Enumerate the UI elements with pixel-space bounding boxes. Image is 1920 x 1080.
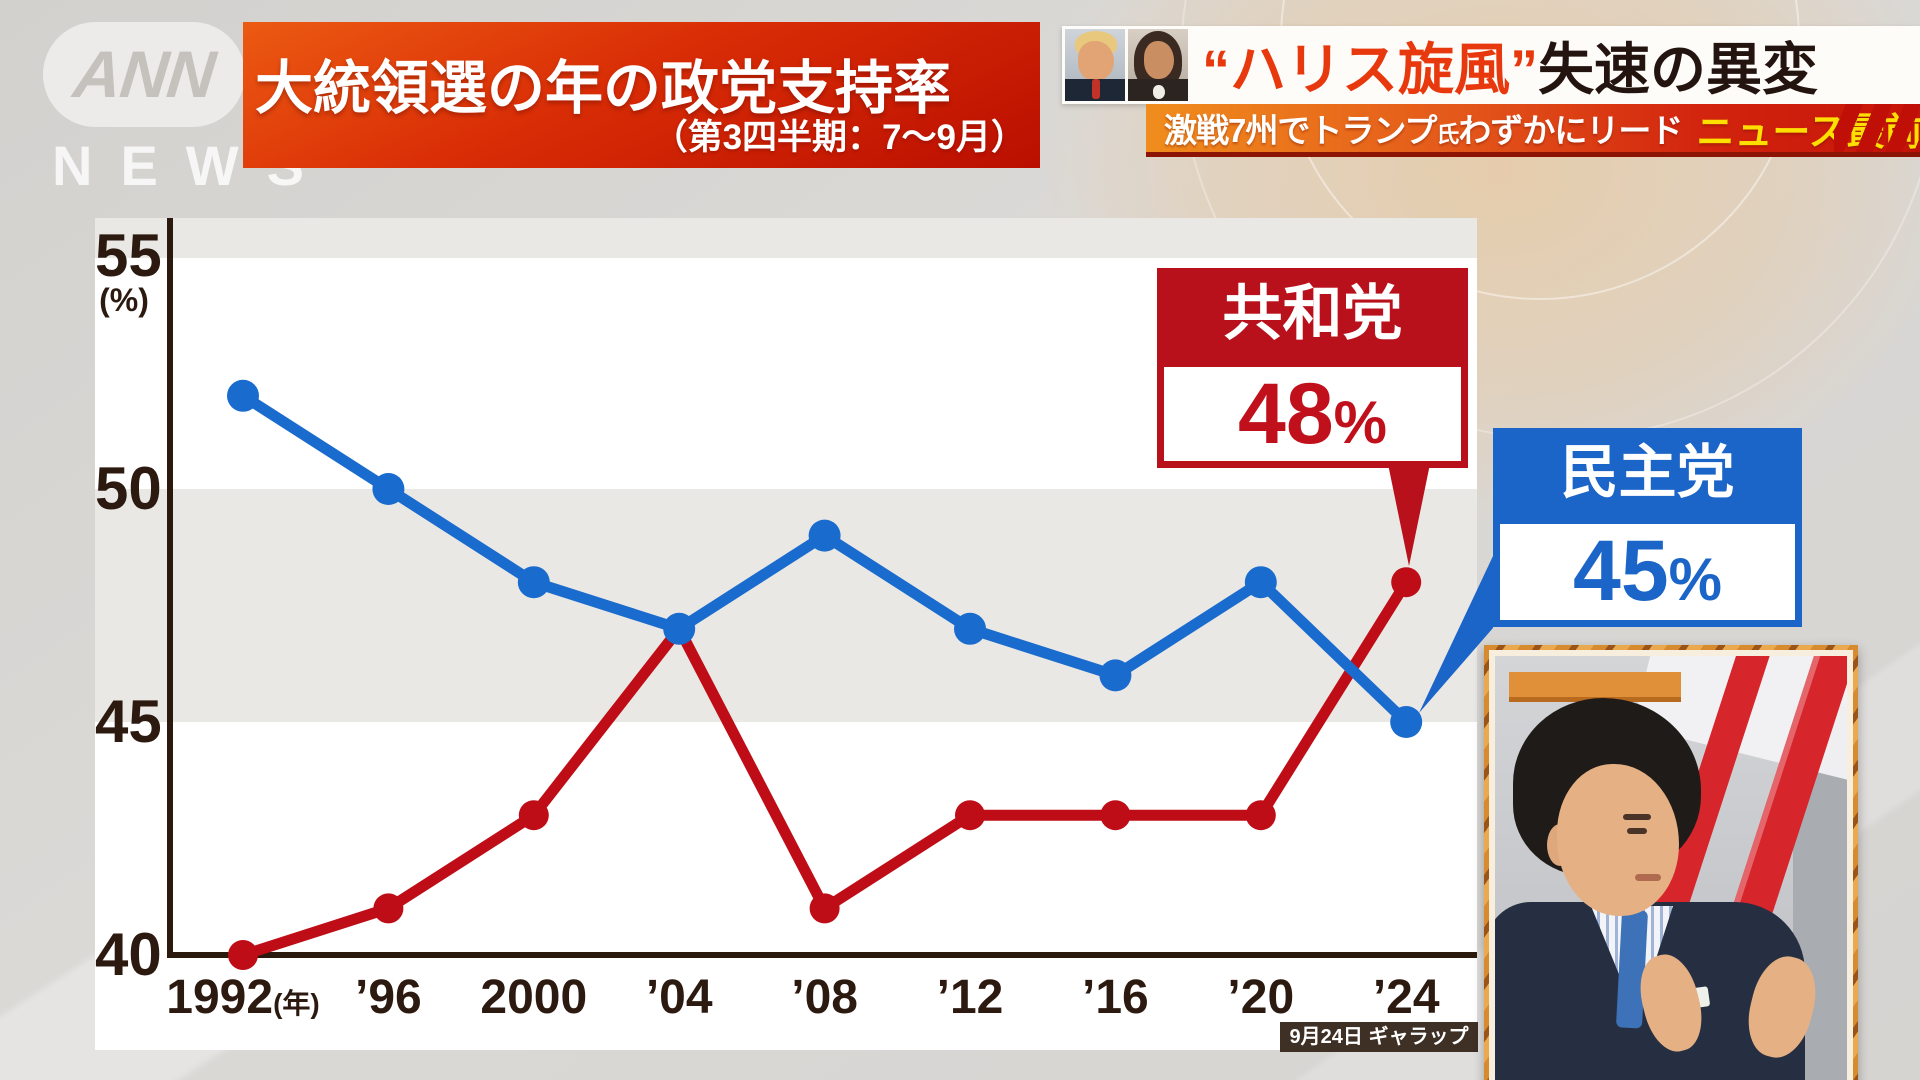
headline-banner: “ハリス旋風”失速の異変 <box>1062 26 1920 104</box>
y-tick-label: 50 <box>95 455 162 522</box>
x-tick-label: ’08 <box>791 971 858 1024</box>
x-tick-label: ’12 <box>936 971 1004 1024</box>
face-shape <box>1078 41 1114 81</box>
x-axis-line <box>167 952 1477 958</box>
ticker-text: 激戦7州でトランプ氏わずかにリード <box>1164 112 1683 149</box>
data-point <box>1100 800 1131 831</box>
studio-scene <box>1495 656 1847 1080</box>
y-tick-label: 55 <box>95 222 162 289</box>
y-axis-line <box>167 218 173 958</box>
source-label: 9月24日 ギャラップ <box>1280 1022 1478 1052</box>
data-point <box>1391 567 1422 598</box>
data-point <box>373 893 404 924</box>
republican-callout: 共和党 48% <box>1157 268 1468 468</box>
news-ticker: 激戦7州でトランプ氏わずかにリード ニュース最前線 <box>1146 104 1920 157</box>
title-banner: 大統領選の年の政党支持率 （第3四半期：7～9月） <box>243 22 1040 168</box>
x-tick-label: ’20 <box>1227 971 1295 1024</box>
commentator-mouth <box>1635 874 1661 881</box>
data-point <box>1245 800 1276 831</box>
ticker-honorific: 氏 <box>1436 121 1459 147</box>
tie-shape <box>1092 79 1100 99</box>
line-chart <box>227 379 1423 970</box>
page-title: 大統領選の年の政党支持率 <box>255 56 952 121</box>
data-point <box>228 940 258 970</box>
blouse-shape <box>1153 85 1165 99</box>
studio-video-frame <box>1484 645 1858 1080</box>
data-point <box>1390 706 1423 738</box>
republican-value: 48% <box>1157 360 1468 468</box>
democrat-callout: 民主党 45% <box>1493 428 1802 627</box>
page-subtitle: （第3四半期：7～9月） <box>652 118 1026 157</box>
data-point <box>1244 566 1277 599</box>
y-axis-unit: (%) <box>99 282 149 318</box>
gray-band-45-50 <box>95 489 1477 722</box>
data-point <box>1099 659 1132 692</box>
commentator-brow <box>1623 814 1651 820</box>
headline-text: “ハリス旋風”失速の異変 <box>1202 25 1818 106</box>
democrat-label: 民主党 <box>1493 428 1802 517</box>
y-tick-label: 40 <box>95 921 162 988</box>
data-point <box>663 612 696 645</box>
x-tick-label: ’24 <box>1372 971 1440 1024</box>
harris-photo <box>1128 29 1188 101</box>
y-tick-label: 45 <box>95 688 162 755</box>
video-frame-inner-border <box>1489 650 1853 1080</box>
data-point <box>955 800 985 831</box>
ticker-program-name: ニュース最前線 <box>1696 111 1920 154</box>
democrat-callout-arrow <box>1419 556 1493 713</box>
x-tick-label: ’16 <box>1082 971 1149 1024</box>
x-tick-label: ’96 <box>355 971 422 1024</box>
ann-logo: ANN <box>43 22 245 127</box>
x-tick-label: ’04 <box>645 971 713 1024</box>
republican-callout-arrow <box>1388 464 1430 566</box>
gray-band-above-55 <box>95 218 1477 258</box>
ann-logo-text: ANN <box>70 37 218 111</box>
republican-label: 共和党 <box>1157 268 1468 360</box>
percent-sign: % <box>1333 389 1388 456</box>
commentator-face <box>1557 764 1679 916</box>
headline-rest: 失速の異変 <box>1538 37 1818 101</box>
year-suffix: (年) <box>273 988 320 1019</box>
data-point <box>809 893 840 924</box>
data-point <box>518 800 549 831</box>
democrat-value: 45% <box>1493 517 1802 627</box>
headline-highlight: “ハリス旋風” <box>1202 37 1538 101</box>
x-tick-label: 1992(年) <box>166 971 320 1024</box>
trump-photo <box>1065 29 1125 101</box>
percent-sign: % <box>1668 546 1723 613</box>
x-tick-label: 2000 <box>480 971 588 1024</box>
commentator-eye <box>1627 828 1647 834</box>
data-point <box>227 379 259 412</box>
data-point <box>808 519 841 552</box>
face-shape <box>1144 41 1174 79</box>
data-point <box>954 612 986 645</box>
data-point <box>372 473 405 505</box>
data-point <box>517 566 550 599</box>
